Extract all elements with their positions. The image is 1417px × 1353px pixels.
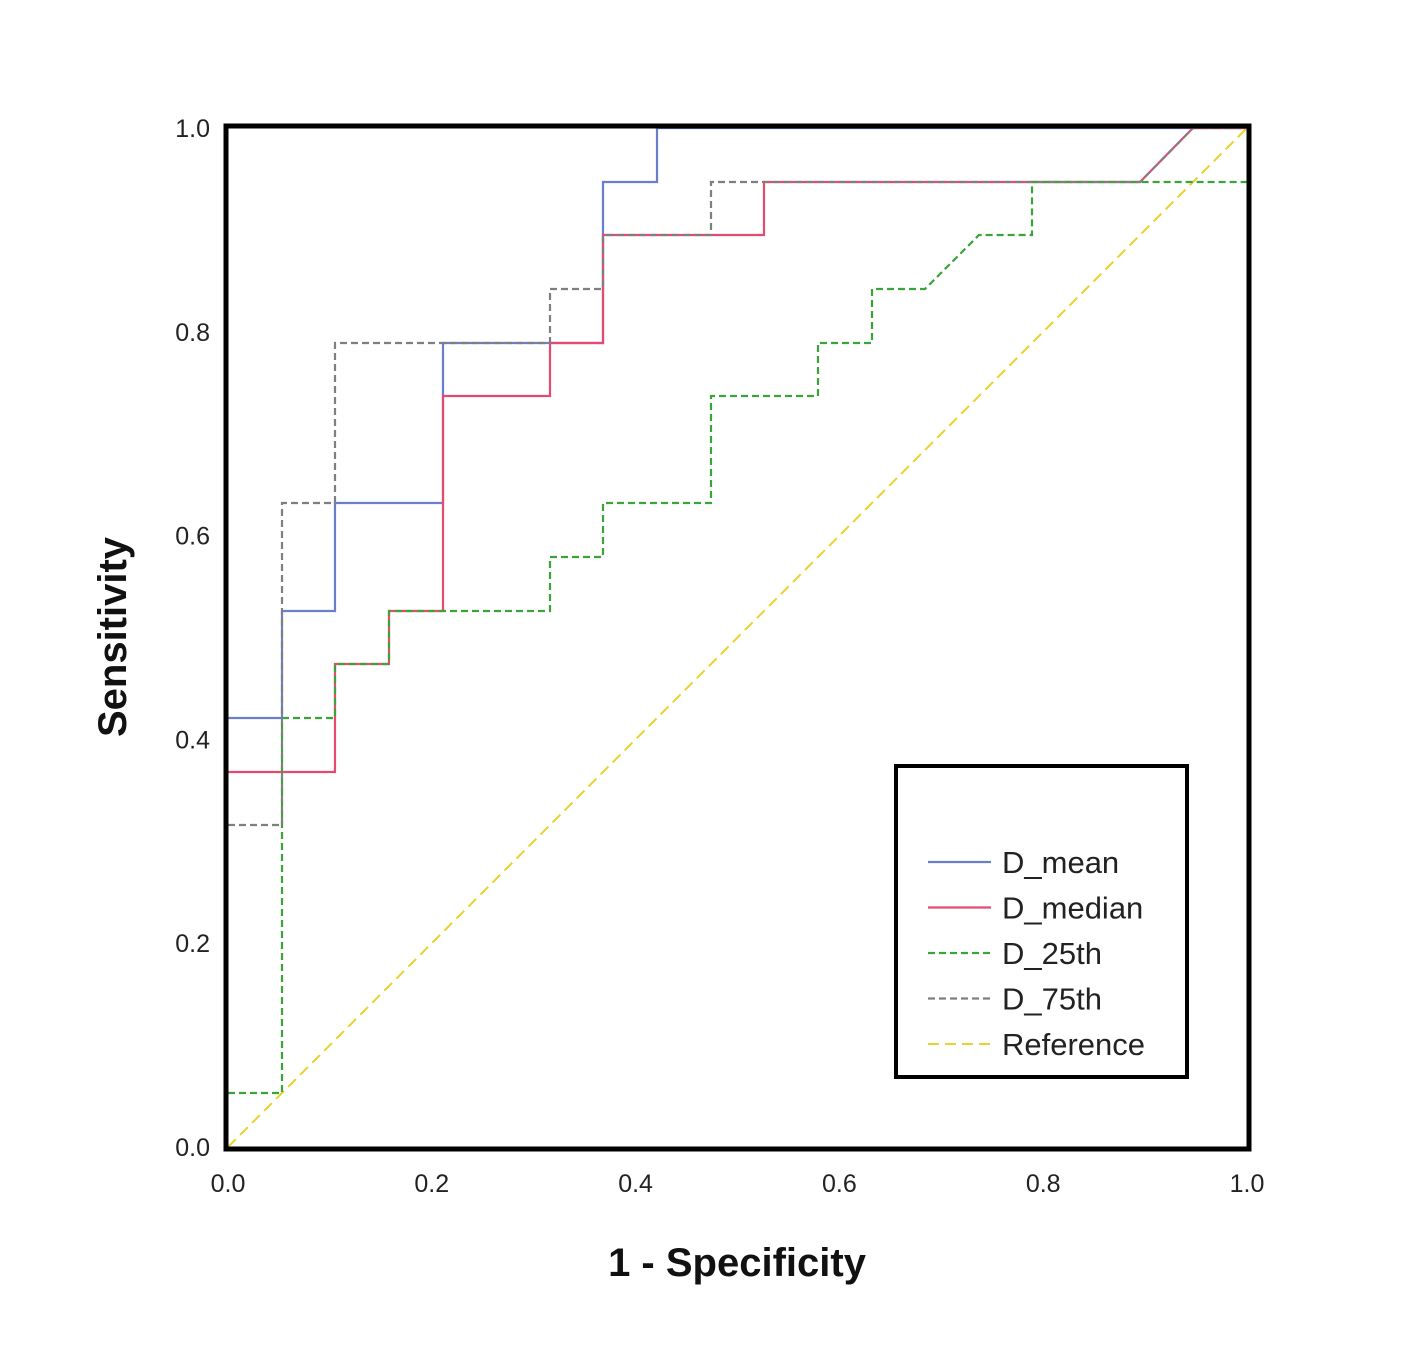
legend-box (894, 764, 1189, 1079)
legend-label: D_25th (1002, 936, 1102, 971)
y-axis-title: Sensitivity (91, 536, 135, 737)
y-axis-ticks: 0.0 0.2 0.4 0.6 0.8 1.0 (175, 115, 210, 1162)
x-tick-label: 0.0 (211, 1170, 246, 1198)
series-layer (227, 126, 1248, 1148)
series-line-d-median (228, 126, 1247, 774)
y-tick-label: 0.0 (175, 1134, 210, 1162)
y-tick-label: 0.8 (175, 319, 210, 347)
legend-label: Reference (1002, 1027, 1145, 1062)
series-line-d-75th (228, 126, 1247, 827)
plot-frame (223, 123, 1252, 1152)
x-tick-label: 0.4 (618, 1170, 653, 1198)
series-line-d-mean (228, 126, 1247, 720)
y-tick-label: 0.6 (175, 523, 210, 551)
legend-label: D_median (1002, 891, 1143, 926)
x-tick-label: 0.6 (822, 1170, 857, 1198)
legend-label: D_75th (1002, 982, 1102, 1017)
x-axis-ticks: 0.0 0.2 0.4 0.6 0.8 1.0 (211, 1170, 1265, 1198)
y-tick-label: 1.0 (175, 115, 210, 143)
x-tick-label: 0.2 (414, 1170, 449, 1198)
legend-items: D_mean D_median D_25th D_75th Reference (928, 845, 1145, 1062)
series-line-d-25th (228, 180, 1247, 1095)
x-axis-title: 1 - Specificity (608, 1241, 867, 1285)
series-line-reference (227, 127, 1248, 1148)
legend: D_mean D_median D_25th D_75th Reference (894, 764, 1189, 1079)
y-tick-label: 0.4 (175, 726, 210, 754)
x-tick-label: 1.0 (1230, 1170, 1265, 1198)
x-tick-label: 0.8 (1026, 1170, 1061, 1198)
y-tick-label: 0.2 (175, 930, 210, 958)
legend-label: D_mean (1002, 845, 1119, 880)
